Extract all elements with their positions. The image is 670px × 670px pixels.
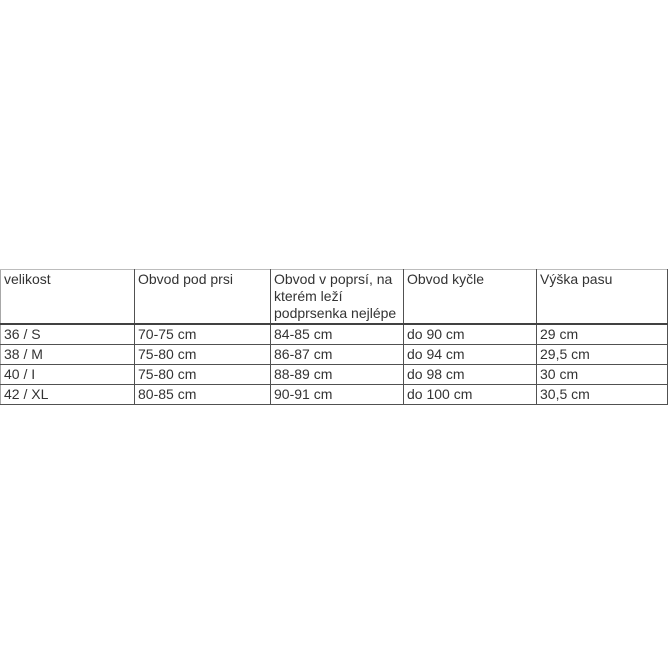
table-row-38-m: 38 / M 75-80 cm 86-87 cm do 94 cm 29,5 c… — [0, 344, 668, 365]
cell-hip: do 90 cm — [403, 323, 537, 345]
cell-underbust: 70-75 cm — [134, 323, 271, 345]
cell-waist: 30,5 cm — [536, 384, 668, 405]
column-header-obvod-kycle: Obvod kyčle — [403, 269, 537, 325]
cell-underbust: 75-80 cm — [134, 364, 271, 385]
cell-bust: 84-85 cm — [270, 323, 404, 345]
cell-waist: 30 cm — [536, 364, 668, 385]
cell-underbust: 80-85 cm — [134, 384, 271, 405]
size-chart-container: velikost Obvod pod prsi Obvod v poprsí, … — [0, 269, 668, 405]
cell-hip: do 98 cm — [403, 364, 537, 385]
cell-bust: 88-89 cm — [270, 364, 404, 385]
column-header-velikost: velikost — [0, 269, 135, 325]
cell-bust: 90-91 cm — [270, 384, 404, 405]
table-row-42-xl: 42 / XL 80-85 cm 90-91 cm do 100 cm 30,5… — [0, 384, 668, 405]
header-row: velikost Obvod pod prsi Obvod v poprsí, … — [0, 269, 668, 325]
cell-size: 42 / XL — [0, 384, 135, 405]
size-chart-table: velikost Obvod pod prsi Obvod v poprsí, … — [0, 269, 668, 405]
cell-size: 40 / I — [0, 364, 135, 385]
column-header-obvod-pod-prsi: Obvod pod prsi — [134, 269, 271, 325]
cell-size: 36 / S — [0, 323, 135, 345]
table-row-40-i: 40 / I 75-80 cm 88-89 cm do 98 cm 30 cm — [0, 364, 668, 385]
cell-waist: 29 cm — [536, 323, 668, 345]
cell-bust: 86-87 cm — [270, 344, 404, 365]
column-header-obvod-v-poprsi: Obvod v poprsí, na kterém leží podprsenk… — [270, 269, 404, 325]
table-row-36-s: 36 / S 70-75 cm 84-85 cm do 90 cm 29 cm — [0, 323, 668, 345]
cell-waist: 29,5 cm — [536, 344, 668, 365]
cell-hip: do 94 cm — [403, 344, 537, 365]
cell-underbust: 75-80 cm — [134, 344, 271, 365]
column-header-vyska-pasu: Výška pasu — [536, 269, 668, 325]
cell-size: 38 / M — [0, 344, 135, 365]
cell-hip: do 100 cm — [403, 384, 537, 405]
